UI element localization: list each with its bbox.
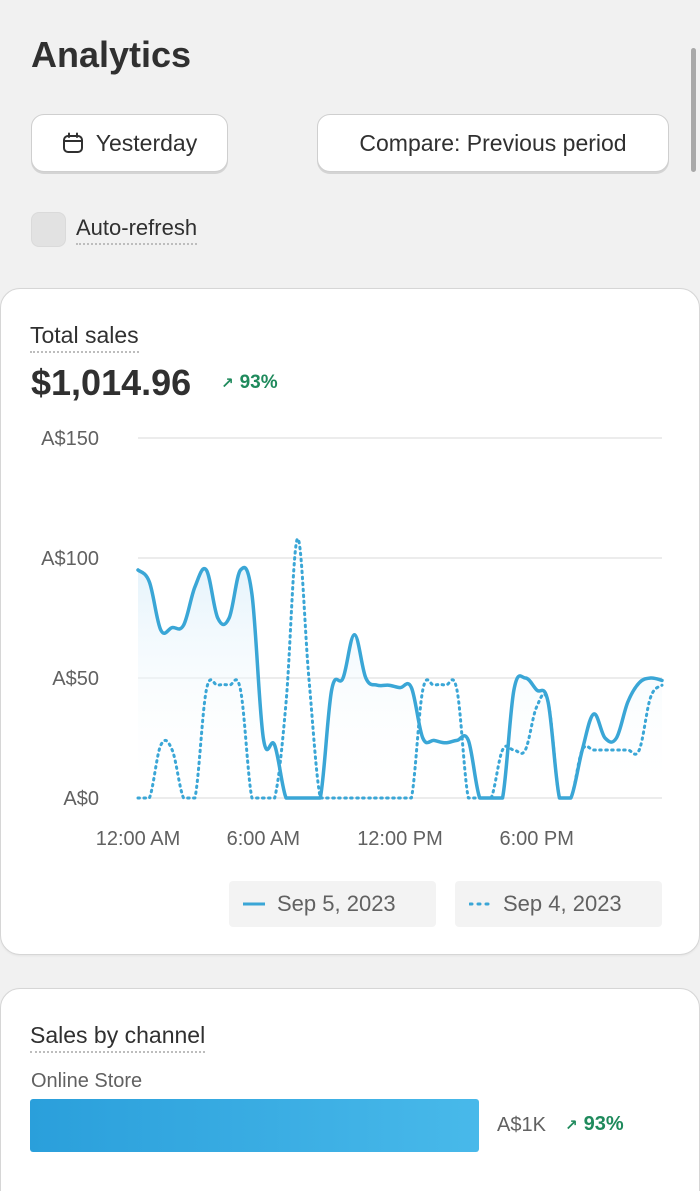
arrow-up-right-icon: ↗ xyxy=(565,1116,578,1134)
auto-refresh-checkbox[interactable] xyxy=(31,212,66,247)
auto-refresh-label[interactable]: Auto-refresh xyxy=(76,215,198,245)
series-area-current xyxy=(138,567,662,798)
scrollbar[interactable] xyxy=(691,48,696,172)
series-line-previous xyxy=(136,537,664,800)
calendar-icon xyxy=(62,132,83,153)
total-sales-title[interactable]: Total sales xyxy=(30,322,139,353)
x-tick-label: 6:00 AM xyxy=(227,828,300,850)
y-tick-label: A$0 xyxy=(63,788,99,810)
legend-item-current[interactable]: Sep 5, 2023 xyxy=(229,881,436,927)
total-sales-chart: A$0 A$50 A$100 A$150 12:00 AM 6:00 AM 12:00 P… xyxy=(41,428,664,850)
x-tick-label: 6:00 PM xyxy=(499,828,573,850)
channel-bar[interactable] xyxy=(30,1099,479,1152)
legend-item-previous[interactable]: Sep 4, 2023 xyxy=(455,881,662,927)
total-sales-card xyxy=(0,288,700,955)
sales-by-channel-card xyxy=(0,988,700,1191)
date-range-label: Yesterday xyxy=(95,129,198,156)
y-tick-label: A$100 xyxy=(41,548,99,570)
y-tick-label: A$150 xyxy=(41,428,99,450)
total-sales-value: $1,014.96 xyxy=(31,362,192,403)
channel-change: ↗ 93% xyxy=(565,1113,624,1136)
page-title: Analytics xyxy=(31,34,192,75)
arrow-up-right-icon: ↗ xyxy=(221,375,234,392)
total-sales-change: ↗ 93% xyxy=(221,372,278,394)
total-sales-change-value: 93% xyxy=(239,372,278,393)
channel-bar-fill xyxy=(30,1099,479,1152)
compare-label: Compare: Previous period xyxy=(359,129,627,156)
channel-change-value: 93% xyxy=(583,1113,624,1135)
sales-by-channel-title[interactable]: Sales by channel xyxy=(30,1022,206,1053)
legend-dotted-line-icon xyxy=(469,902,491,906)
channel-value: A$1K xyxy=(497,1114,546,1136)
legend-label-current: Sep 5, 2023 xyxy=(277,891,396,916)
y-tick-label: A$50 xyxy=(52,668,99,690)
legend-solid-line-icon xyxy=(243,902,265,906)
auto-refresh[interactable]: Auto-refresh xyxy=(31,212,198,247)
compare-button[interactable]: Compare: Previous period xyxy=(317,114,669,172)
x-tick-label: 12:00 PM xyxy=(357,828,443,850)
legend-label-previous: Sep 4, 2023 xyxy=(503,891,622,916)
x-tick-label: 12:00 AM xyxy=(96,828,181,850)
date-range-button[interactable]: Yesterday xyxy=(31,114,228,172)
channel-name: Online Store xyxy=(31,1070,143,1092)
